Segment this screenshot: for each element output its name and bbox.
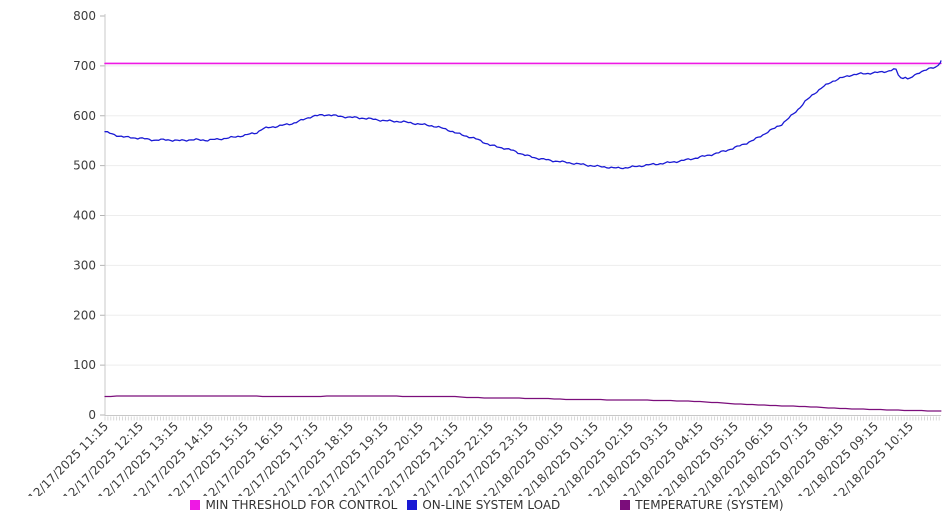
chart-legend: MIN THRESHOLD FOR CONTROL ON-LINE SYSTEM… — [0, 498, 946, 512]
x-axis-minor-ticks — [104, 416, 940, 421]
y-axis-tick-label: 400 — [73, 209, 96, 223]
y-axis-tick-label: 700 — [73, 59, 96, 73]
legend-item-temperature-system[interactable]: TEMPERATURE (SYSTEM) — [620, 498, 784, 512]
y-axis-tick-label: 200 — [73, 308, 96, 322]
series-line-on-line-system-load — [104, 60, 942, 170]
legend-item-min-threshold[interactable]: MIN THRESHOLD FOR CONTROL — [190, 498, 397, 512]
legend-swatch-online-system-load-icon — [407, 500, 418, 510]
legend-label-temperature-system: TEMPERATURE (SYSTEM) — [635, 498, 784, 512]
gridlines: 0 100 200 300 400 500 600 700 800 — [73, 9, 941, 422]
legend-swatch-temperature-system-icon — [620, 500, 631, 510]
legend-swatch-min-threshold-icon — [190, 500, 201, 510]
y-axis-tick-label: 600 — [73, 109, 96, 123]
y-axis-tick-label: 300 — [73, 258, 96, 272]
y-axis-tick-label: 500 — [73, 159, 96, 173]
legend-label-min-threshold: MIN THRESHOLD FOR CONTROL — [205, 498, 398, 512]
y-axis-tick-label: 800 — [73, 9, 96, 23]
legend-item-online-system-load[interactable]: ON-LINE SYSTEM LOAD — [407, 498, 560, 512]
y-axis-tick-label: 0 — [88, 408, 96, 422]
series-line-temperature-system- — [104, 395, 942, 412]
y-axis-tick-label: 100 — [73, 358, 96, 372]
line-chart-plot-area: 0 100 200 300 400 500 600 700 800 12/17/2025 11:1… — [25, 9, 942, 496]
legend-label-online-system-load: ON-LINE SYSTEM LOAD — [422, 498, 561, 512]
